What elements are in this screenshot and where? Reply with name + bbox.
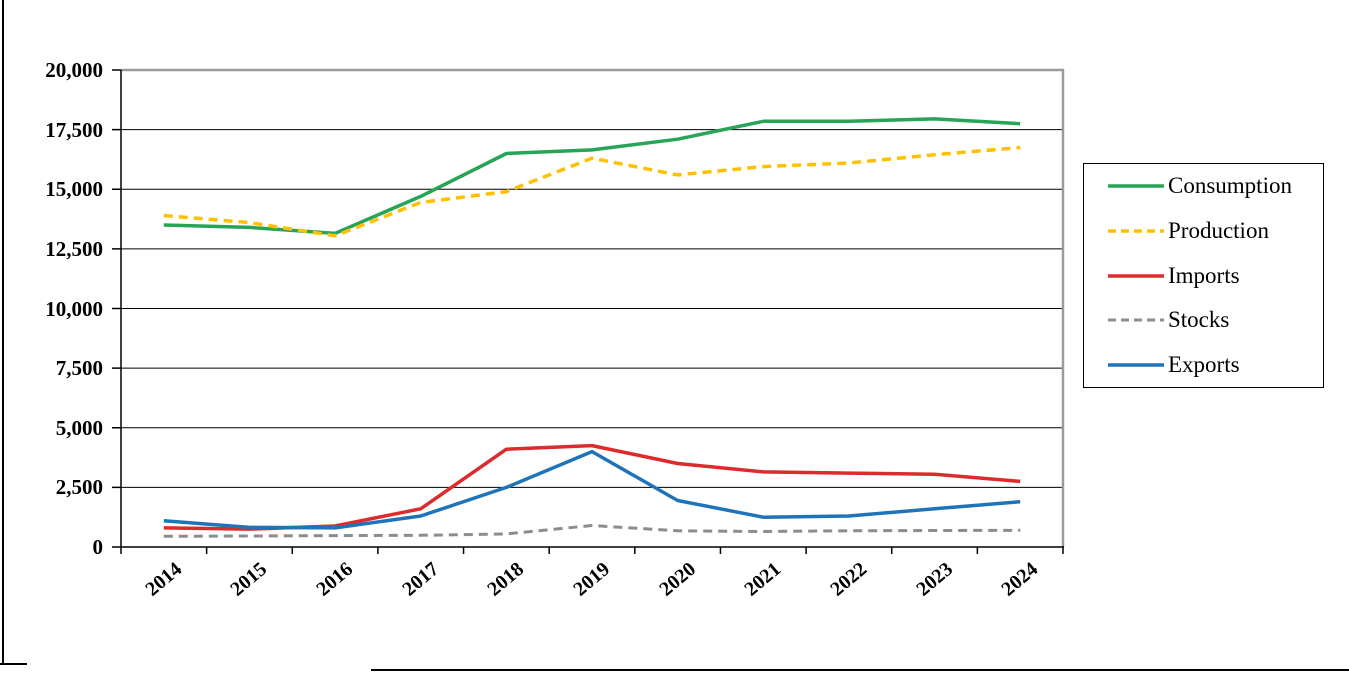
legend-label: Consumption [1168,173,1292,199]
y-tick-label: 12,500 [45,236,103,261]
legend-line-sample [1108,362,1164,367]
y-tick-label: 7,500 [55,356,103,381]
legend-box: Consumption Production Imports Stocks Export… [1083,163,1324,388]
document-bottom-left-border [0,663,27,665]
y-tick-label: 17,500 [45,117,103,142]
series-line-production [163,145,1021,238]
legend-item-stocks: Stocks [1107,298,1323,343]
document-left-border [2,0,4,663]
legend-line-sample [1108,318,1164,322]
legend-item-exports: Exports [1107,342,1323,387]
series-line-exports [163,449,1021,530]
series-line-stocks [163,524,1021,538]
series-line-consumption [163,117,1021,236]
legend-label: Production [1168,217,1269,243]
y-tick-label: 0 [92,535,104,559]
legend-line-sample [1108,229,1164,233]
y-tick-label: 5,000 [55,415,103,440]
legend-label: Stocks [1168,307,1230,333]
legend-item-imports: Imports [1107,253,1323,298]
y-tick-label: 15,000 [45,177,103,202]
legend-line-sample [1108,184,1164,189]
legend-item-production: Production [1107,209,1323,254]
document-bottom-right-border [371,669,1349,671]
y-tick-label: 2,500 [55,475,103,500]
legend-item-consumption: Consumption [1107,164,1323,209]
y-tick-label: 20,000 [45,58,103,82]
legend-line-sample [1108,273,1164,278]
legend-label: Imports [1168,262,1240,288]
legend-label: Exports [1168,351,1240,377]
y-tick-label: 10,000 [45,296,103,321]
